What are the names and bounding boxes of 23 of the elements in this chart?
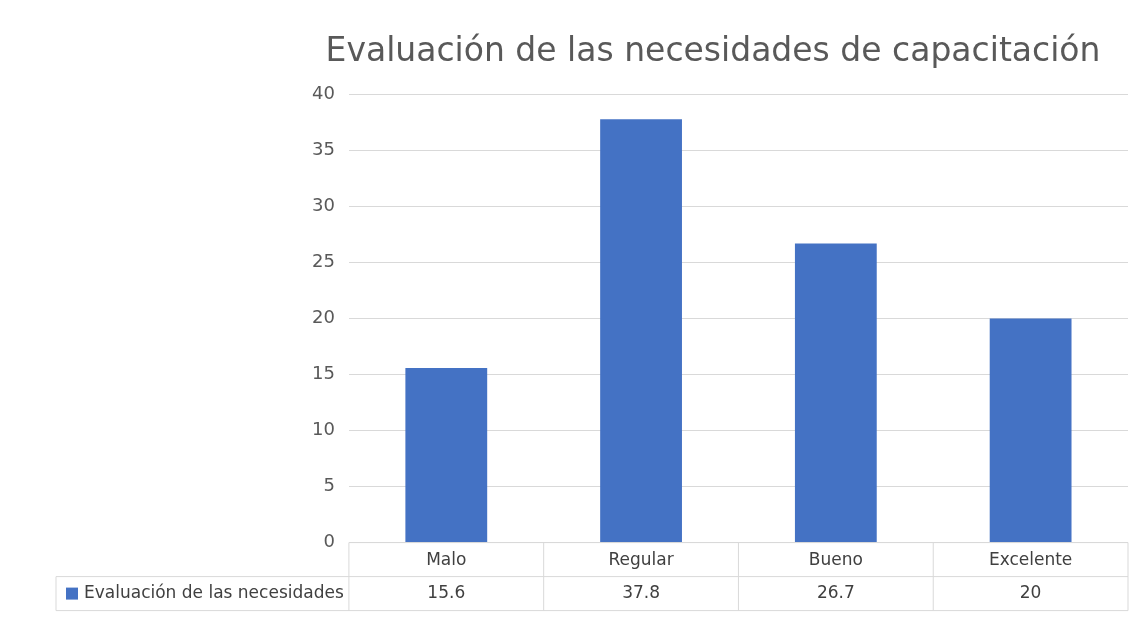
x-tick-label: Regular: [608, 549, 674, 570]
bar: [405, 367, 488, 543]
y-tick-label: 40: [312, 82, 335, 104]
y-tick-label: 35: [312, 138, 335, 160]
data-label: 20: [1019, 582, 1042, 603]
y-tick-label: 15: [312, 362, 335, 384]
x-tick-label: Excelente: [988, 549, 1073, 570]
legend-label: Evaluación de las necesidades: [84, 582, 344, 603]
x-tick-label: Malo: [426, 549, 467, 570]
bar: [600, 119, 682, 543]
y-tick-label: 5: [323, 474, 335, 496]
y-tick-label: 30: [312, 194, 335, 216]
bar: [794, 243, 877, 543]
data-label: 26.7: [816, 582, 855, 603]
y-tick-label: 0: [323, 530, 335, 552]
chart-title: Evaluación de las necesidades de capacitación: [325, 30, 1101, 70]
y-tick-label: 10: [312, 418, 335, 440]
data-label: 15.6: [427, 582, 466, 603]
data-label: 37.8: [622, 582, 660, 603]
x-tick-label: Bueno: [808, 549, 863, 570]
bar: [989, 318, 1072, 543]
y-tick-label: 25: [312, 250, 335, 272]
y-tick-label: 20: [312, 306, 335, 328]
